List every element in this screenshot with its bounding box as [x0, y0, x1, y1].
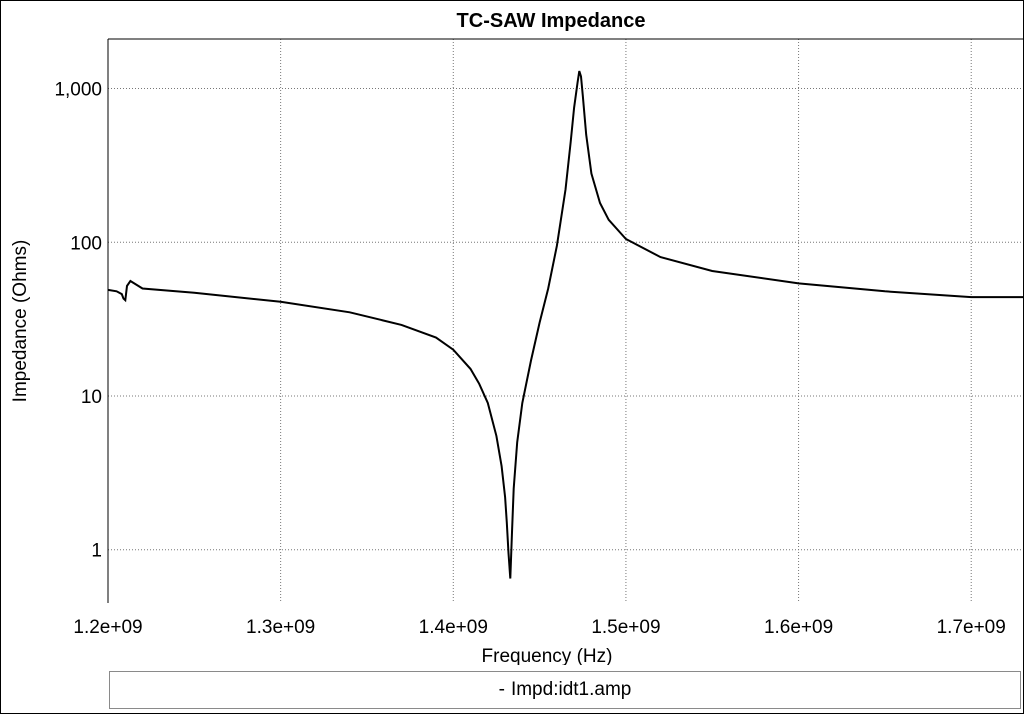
y-tick-label: 1,000: [54, 80, 102, 101]
y-tick-label: 1: [91, 541, 102, 562]
series-line-impd-idt1-amp: [107, 70, 1023, 579]
legend-line-marker: -: [498, 679, 505, 700]
y-tick-label: 100: [70, 233, 102, 254]
x-tick-label: 1.6e+09: [764, 617, 833, 638]
legend: - Impd:idt1.amp: [109, 671, 1021, 709]
x-tick-label: 1.4e+09: [419, 617, 488, 638]
x-tick-label: 1.3e+09: [246, 617, 315, 638]
chart-title: TC-SAW Impedance: [457, 10, 646, 32]
x-tick-labels: 1.2e+09 1.3e+09 1.4e+09 1.5e+09 1.6e+09 1.7e+…: [73, 617, 1005, 638]
y-tick-labels: 1 10 100 1,000: [54, 80, 102, 562]
legend-entry-label: Impd:idt1.amp: [510, 679, 632, 700]
x-tick-label: 1.5e+09: [591, 617, 660, 638]
x-tick-label: 1.7e+09: [937, 617, 1006, 638]
x-tick-label: 1.2e+09: [73, 617, 142, 638]
x-axis-label: Frequency (Hz): [482, 646, 613, 665]
y-axis-label: Impedance (Ohms): [10, 240, 31, 403]
y-tick-label: 10: [81, 387, 102, 408]
impedance-chart: TC-SAW Impedance 1.2e+09 1.3e+09 1.4e+09 1.…: [10, 10, 1023, 665]
y-gridlines: [108, 88, 1023, 551]
